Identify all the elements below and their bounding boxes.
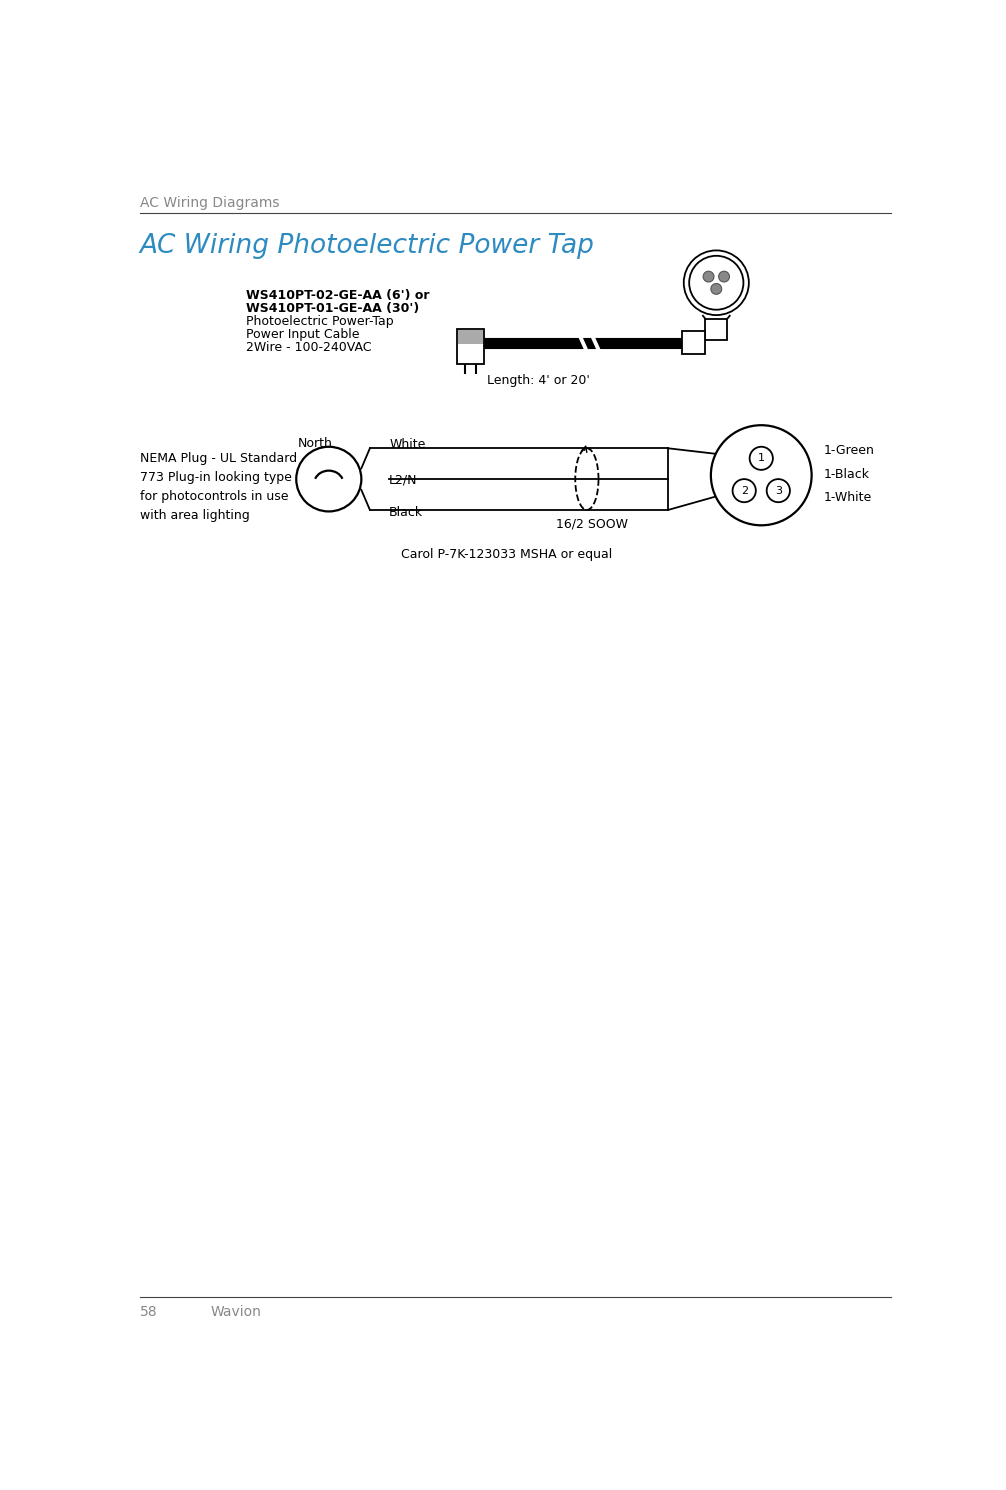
Text: Power Input Cable: Power Input Cable [245,328,359,341]
Text: 3: 3 [775,486,782,496]
Circle shape [767,480,790,502]
Text: WS410PT-02-GE-AA (6') or: WS410PT-02-GE-AA (6') or [245,289,430,302]
Text: Black: Black [389,507,424,519]
Text: 2Wire - 100-240VAC: 2Wire - 100-240VAC [245,341,371,355]
Text: Photoelectric Power-Tap: Photoelectric Power-Tap [245,314,393,328]
Text: 1-Black: 1-Black [823,468,869,481]
Circle shape [711,425,812,526]
Text: AC Wiring Photoelectric Power Tap: AC Wiring Photoelectric Power Tap [140,232,595,259]
Circle shape [718,271,729,282]
Bar [458,329,483,344]
Circle shape [689,256,743,310]
Text: 1-White: 1-White [823,490,871,504]
Circle shape [749,447,773,469]
Text: White: White [389,438,426,451]
Bar [458,329,484,364]
Text: WS410PT-01-GE-AA (30'): WS410PT-01-GE-AA (30') [245,302,420,314]
Text: North: North [298,437,333,450]
Bar [705,319,727,341]
Text: AC Wiring Diagrams: AC Wiring Diagrams [140,195,280,210]
Bar [682,331,705,355]
Text: Wavion: Wavion [211,1305,262,1319]
Text: 58: 58 [140,1305,157,1319]
Text: L2/N: L2/N [389,474,417,487]
Circle shape [703,271,714,282]
Circle shape [711,283,721,295]
Circle shape [296,447,361,511]
Text: 1: 1 [758,453,765,463]
Circle shape [684,250,748,314]
Text: 1-Green: 1-Green [823,444,874,457]
Text: 2: 2 [740,486,747,496]
Text: NEMA Plug - UL Standard
773 Plug-in looking type
for photocontrols in use
with a: NEMA Plug - UL Standard 773 Plug-in look… [140,451,297,522]
Text: 16/2 SOOW: 16/2 SOOW [556,517,628,530]
Text: Carol P-7K-123033 MSHA or equal: Carol P-7K-123033 MSHA or equal [400,548,612,562]
Circle shape [732,480,756,502]
Bar [458,329,484,344]
Text: Length: 4' or 20': Length: 4' or 20' [487,374,590,386]
